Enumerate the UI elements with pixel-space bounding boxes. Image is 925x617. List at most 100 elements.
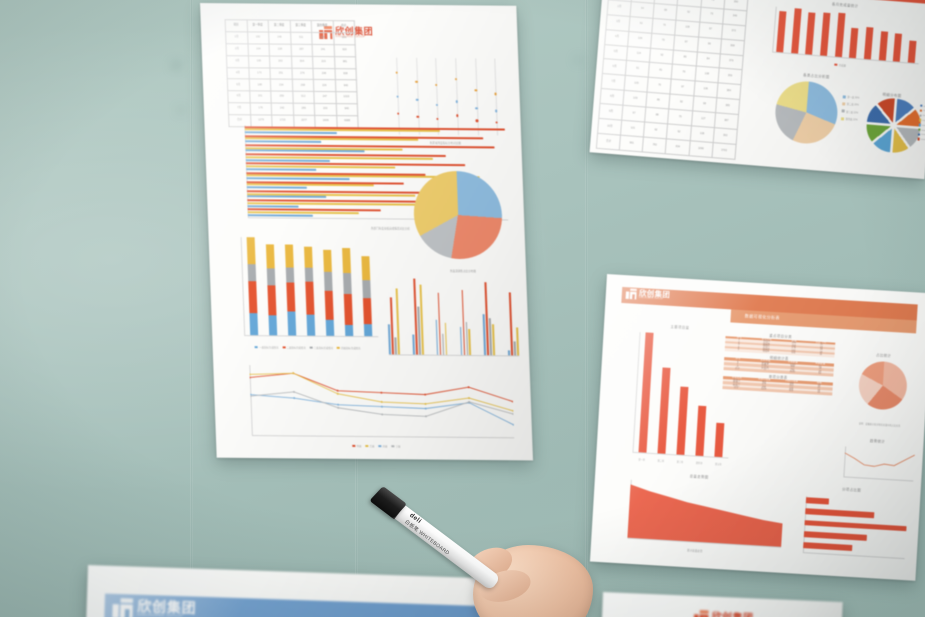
table-row: 6月 201 259 312 247 1019: [227, 90, 358, 104]
brand-name-cn: 欣创集团: [711, 610, 754, 617]
table-header-cell: 第一季度: [246, 19, 269, 32]
data-point: [512, 409, 515, 412]
data-point: [336, 392, 339, 395]
table-cell: 205: [311, 32, 334, 45]
legend-item: 第三类 22%: [841, 109, 858, 114]
poster-top-right[interactable]: 欣创集团 XINCHUANG GROUP 分析汇总统计表 月份／项目第一项第二项…: [589, 0, 925, 180]
whiteboard-marker: deli 白板笔 WHITEBOARD: [369, 485, 502, 592]
data-point: [380, 391, 383, 394]
data-point: [467, 397, 470, 400]
h-monogram-icon: [112, 598, 134, 617]
chart-caption: 说明：该图表示各分项在总量中的占比关系: [858, 423, 901, 428]
axis-labels: 第一项 第二项 第三项 第四项 第五项: [632, 457, 728, 467]
bar: [246, 167, 317, 171]
data-point: [475, 119, 479, 122]
data-point: [380, 405, 383, 408]
stacked-bar: [246, 237, 258, 336]
table-cell: 940: [335, 103, 358, 116]
bar-segment: [246, 237, 256, 264]
table-cell: 188: [248, 79, 271, 92]
legend-label: 第四类 22%: [845, 118, 858, 122]
bar: [714, 422, 725, 458]
legend-item: 三类指标完成情况: [309, 346, 333, 350]
data-point: [424, 402, 427, 405]
bar: [907, 40, 917, 64]
data-point: [467, 386, 470, 389]
data-point: [511, 400, 514, 403]
bar: [247, 213, 313, 217]
bar-segment: [364, 324, 373, 337]
bar: [513, 341, 517, 356]
table-cell: 3703: [711, 142, 737, 160]
bar: [863, 26, 874, 60]
table-cell: 944: [333, 32, 356, 45]
bar-segment: [343, 273, 353, 294]
table-cell: 173: [248, 67, 271, 80]
data-point: [455, 100, 458, 103]
bar: [676, 386, 689, 455]
bar: [805, 497, 830, 505]
legend-item: [918, 123, 925, 127]
bar-segment: [284, 244, 294, 268]
table-cell: 5月: [227, 79, 250, 92]
pie-legend: 第一类 30% 第二类 26% 第三类 22% 第四类 22%: [840, 94, 860, 122]
poster-mid-right[interactable]: 欣创集团 XINCHUANG GROUP 数据可视化分析表 主要项目量 第一项第…: [589, 274, 925, 581]
data-point: [415, 80, 418, 83]
legend-item: 四类指标完成情况: [337, 346, 360, 350]
bar-group: [410, 278, 424, 355]
data-point: [396, 112, 400, 115]
table-cell: 946: [334, 79, 357, 93]
bar-segment: [247, 263, 256, 282]
area-series: [627, 484, 783, 547]
table-cell: 247: [313, 91, 336, 104]
table-cell: 238: [312, 67, 335, 80]
bar: [516, 327, 520, 356]
bar: [508, 350, 511, 356]
table-cell: 195: [247, 55, 270, 68]
bar: [247, 195, 326, 199]
pie-chart: 各类占比分析图 第一类 30% 第二类 26% 第三类 22% 第四类 22%: [755, 70, 870, 170]
data-table: 项目 第一季度 第二季度 第三季度 第四季度 合计 1月 182 246 311 205 944 2月 1…: [225, 19, 359, 128]
table-cell: 259: [270, 91, 293, 104]
data-table-wrap: 月份／项目第一项第二项第三项第四项合计1月879688793502月948892…: [596, 0, 750, 160]
bar-segment: [361, 255, 371, 281]
bar-segment: [306, 315, 316, 336]
pie-graphic: [857, 360, 909, 411]
table-cell: 276: [291, 67, 314, 80]
table-cell: 1月: [225, 31, 248, 44]
table-cell: 298: [291, 79, 314, 92]
data-point: [495, 109, 498, 113]
table-cell: 1104: [749, 387, 778, 392]
legend-item: [918, 128, 925, 132]
data-point: [495, 121, 498, 124]
bar-segment: [286, 282, 296, 312]
bar: [657, 367, 671, 454]
table-cell: 991: [619, 135, 644, 152]
bar: [509, 292, 514, 356]
bar: [246, 186, 307, 189]
bar: [245, 140, 322, 144]
axis-label: 第四项: [695, 462, 703, 465]
stacked-bar: [303, 246, 316, 336]
table-cell: 920: [333, 44, 356, 57]
pie-graphic: [773, 79, 840, 146]
table-cell: 233: [314, 103, 337, 116]
legend-item: [919, 109, 925, 113]
bar: [803, 542, 853, 551]
stacked-bar: [284, 244, 297, 336]
poster-main[interactable]: 欣创集团 XINCHUANG GROUP 项目 第一季度 第二季度 第三季度 第四季度合…: [200, 3, 533, 461]
line-chart-svg: [249, 372, 515, 426]
chart-title: 各类占比分析图: [802, 73, 830, 80]
data-point: [474, 89, 478, 92]
bar: [776, 10, 787, 53]
bar-segment: [285, 267, 295, 283]
legend-item: 第二类 26%: [842, 102, 859, 107]
axis-label: 第二项: [657, 460, 665, 463]
bar: [638, 332, 654, 453]
table-cell: 981: [334, 56, 356, 69]
data-point: [435, 103, 439, 107]
table-cell: 311: [290, 32, 313, 45]
bar-segment: [267, 285, 277, 316]
bar-segment: [304, 268, 314, 282]
legend-item: [917, 137, 925, 141]
